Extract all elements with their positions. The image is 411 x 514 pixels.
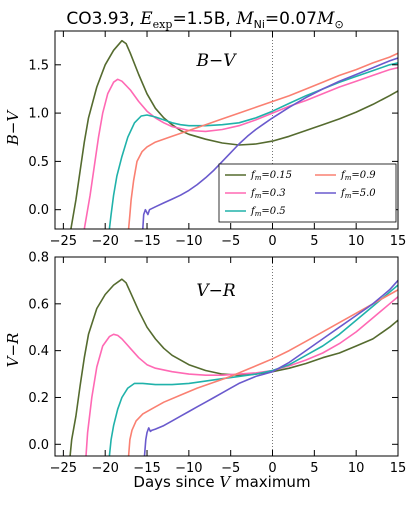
panel-b-v-xtick-label: 0 bbox=[268, 234, 276, 249]
panel-v-r-xtick-label: −10 bbox=[175, 461, 202, 476]
panel-v-r: −25 −20 −15 −10 −5 0 5 10 150.00.20.40.60.8 V−R … bbox=[4, 251, 406, 477]
panel-v-r-xtick-label: −25 bbox=[50, 461, 77, 476]
svg-text:fm=0.9: fm=0.9 bbox=[340, 170, 376, 182]
panel-v-r-series-f-m-0.9 bbox=[127, 289, 398, 456]
panel-v-r-ytick-label: 0.6 bbox=[28, 297, 49, 312]
panel-b-v-ytick-label: 0.0 bbox=[28, 203, 49, 218]
panel-b-v-xtick-label: 10 bbox=[348, 234, 365, 249]
panel-b-v-ylabel: B−V bbox=[4, 109, 22, 147]
panel-b-v-frame bbox=[54, 30, 399, 230]
panel-v-r-ylabel: V−R bbox=[4, 333, 22, 368]
panel-v-r-xtick-label: 15 bbox=[390, 461, 407, 476]
panel-b-v-xtick-label: −5 bbox=[221, 234, 240, 249]
panel-b-v-xtick-label: −25 bbox=[50, 234, 77, 249]
panel-v-r-series-f-m-0.5 bbox=[108, 284, 398, 456]
panel-v-r-xtick-label: 5 bbox=[310, 461, 318, 476]
legend: fm=0.15 fm=0.9 fm=0.3 fm=5.0 fm=0.5 bbox=[218, 163, 397, 223]
panel-b-v-xtick-label: −20 bbox=[91, 234, 118, 249]
panel-b-v-ytick-label: 1.0 bbox=[28, 107, 49, 122]
panel-v-r-xtick-label: 10 bbox=[348, 461, 365, 476]
svg-text:fm=0.3: fm=0.3 bbox=[250, 188, 286, 200]
legend-entry-fm-5.0: fm=5.0 bbox=[315, 188, 376, 200]
panel-b-v-series-f-m-5.0 bbox=[142, 57, 398, 229]
svg-text:fm=0.15: fm=0.15 bbox=[250, 170, 292, 182]
legend-entry-fm-0.5: fm=0.5 bbox=[225, 206, 286, 218]
panel-v-r-xtick-label: −20 bbox=[91, 461, 118, 476]
panel-v-r-series-f-m-5.0 bbox=[143, 279, 398, 456]
legend-entry-fm-0.3: fm=0.3 bbox=[225, 188, 286, 200]
legend-entry-fm-0.9: fm=0.9 bbox=[315, 170, 376, 182]
panel-b-v-ytick-label: 1.5 bbox=[28, 58, 49, 73]
svg-text:fm=5.0: fm=5.0 bbox=[340, 188, 376, 200]
panel-v-r-ytick-label: 0.2 bbox=[28, 391, 49, 406]
panel-b-v-ytick-label: 0.5 bbox=[28, 155, 49, 170]
panel-b-v: −25 −20 −15 −10 −5 0 5 10 15 0.0 0.5 1.0 1.5 B−V B−V… bbox=[4, 30, 407, 249]
panel-v-r-series-f-m-0.3 bbox=[85, 296, 398, 456]
x-axis-label: Days since V maximum bbox=[133, 473, 310, 491]
panel-v-r-series-f-m-0.15 bbox=[69, 278, 398, 456]
panel-b-v-xtick-label: −10 bbox=[175, 234, 202, 249]
panel-v-r-xtick-label: −15 bbox=[133, 461, 160, 476]
panel-v-r-ytick-label: 0.4 bbox=[28, 344, 49, 359]
svg-text:fm=0.5: fm=0.5 bbox=[250, 206, 286, 218]
legend-frame bbox=[218, 163, 397, 223]
legend-entry-fm-0.15: fm=0.15 bbox=[225, 170, 292, 182]
panel-b-v-series-f-m-0.3 bbox=[83, 66, 398, 229]
panel-v-r-label: V−R bbox=[196, 281, 236, 301]
panel-v-r-ytick-label: 0.0 bbox=[28, 438, 49, 453]
panel-v-r-xtick-label: −5 bbox=[221, 461, 240, 476]
panel-b-v-xtick-label: −15 bbox=[133, 234, 160, 249]
panel-v-r-xtick-label: 0 bbox=[268, 461, 276, 476]
panel-b-v-xtick-label: 15 bbox=[390, 234, 407, 249]
figure-title: CO3.93, Eexp=1.5B, MNi=0.07M⊙ bbox=[66, 9, 343, 31]
panel-b-v-xtick-label: 5 bbox=[310, 234, 318, 249]
panel-b-v-series-f-m-0.9 bbox=[127, 52, 398, 229]
panel-v-r-ytick-label: 0.8 bbox=[28, 251, 49, 266]
panel-v-r-frame bbox=[54, 256, 399, 457]
panel-b-v-label: B−V bbox=[195, 51, 237, 71]
